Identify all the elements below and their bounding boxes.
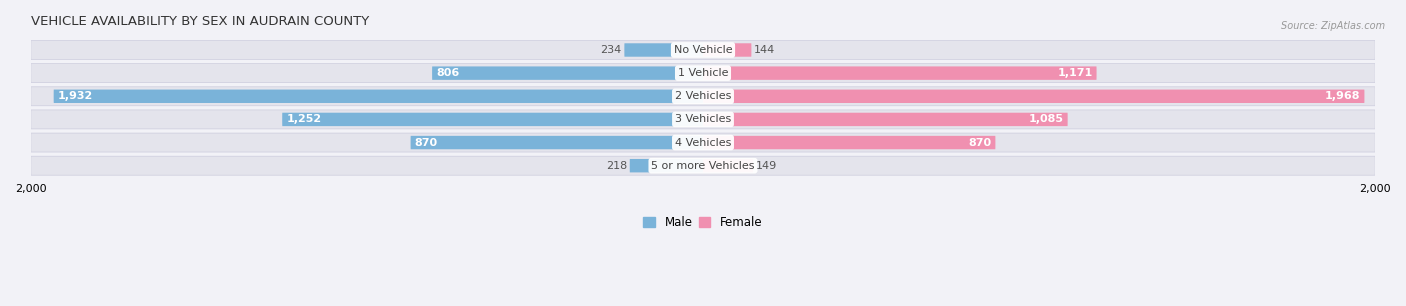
FancyBboxPatch shape xyxy=(31,87,1375,106)
Text: 1,932: 1,932 xyxy=(58,91,93,101)
FancyBboxPatch shape xyxy=(703,66,1097,80)
FancyBboxPatch shape xyxy=(31,40,1375,59)
FancyBboxPatch shape xyxy=(31,110,1375,129)
FancyBboxPatch shape xyxy=(624,43,703,57)
Text: 3 Vehicles: 3 Vehicles xyxy=(675,114,731,125)
FancyBboxPatch shape xyxy=(703,113,1067,126)
FancyBboxPatch shape xyxy=(432,66,703,80)
Text: 5 or more Vehicles: 5 or more Vehicles xyxy=(651,161,755,171)
FancyBboxPatch shape xyxy=(703,159,754,172)
FancyBboxPatch shape xyxy=(703,136,995,149)
FancyBboxPatch shape xyxy=(31,133,1375,152)
Text: Source: ZipAtlas.com: Source: ZipAtlas.com xyxy=(1281,21,1385,32)
Text: 1,252: 1,252 xyxy=(287,114,322,125)
Text: 1 Vehicle: 1 Vehicle xyxy=(678,68,728,78)
Text: 1,171: 1,171 xyxy=(1057,68,1092,78)
Text: No Vehicle: No Vehicle xyxy=(673,45,733,55)
FancyBboxPatch shape xyxy=(703,43,751,57)
Text: 144: 144 xyxy=(754,45,775,55)
FancyBboxPatch shape xyxy=(411,136,703,149)
FancyBboxPatch shape xyxy=(31,64,1375,83)
FancyBboxPatch shape xyxy=(283,113,703,126)
Text: 218: 218 xyxy=(606,161,627,171)
FancyBboxPatch shape xyxy=(630,159,703,172)
FancyBboxPatch shape xyxy=(53,90,703,103)
Text: 870: 870 xyxy=(415,138,437,147)
Text: 1,085: 1,085 xyxy=(1029,114,1063,125)
Text: VEHICLE AVAILABILITY BY SEX IN AUDRAIN COUNTY: VEHICLE AVAILABILITY BY SEX IN AUDRAIN C… xyxy=(31,15,368,28)
Text: 2 Vehicles: 2 Vehicles xyxy=(675,91,731,101)
FancyBboxPatch shape xyxy=(31,156,1375,175)
Legend: Male, Female: Male, Female xyxy=(638,211,768,234)
Text: 234: 234 xyxy=(600,45,621,55)
Text: 870: 870 xyxy=(969,138,991,147)
FancyBboxPatch shape xyxy=(703,90,1364,103)
Text: 149: 149 xyxy=(756,161,778,171)
Text: 1,968: 1,968 xyxy=(1324,91,1361,101)
Text: 806: 806 xyxy=(436,68,460,78)
Text: 4 Vehicles: 4 Vehicles xyxy=(675,138,731,147)
